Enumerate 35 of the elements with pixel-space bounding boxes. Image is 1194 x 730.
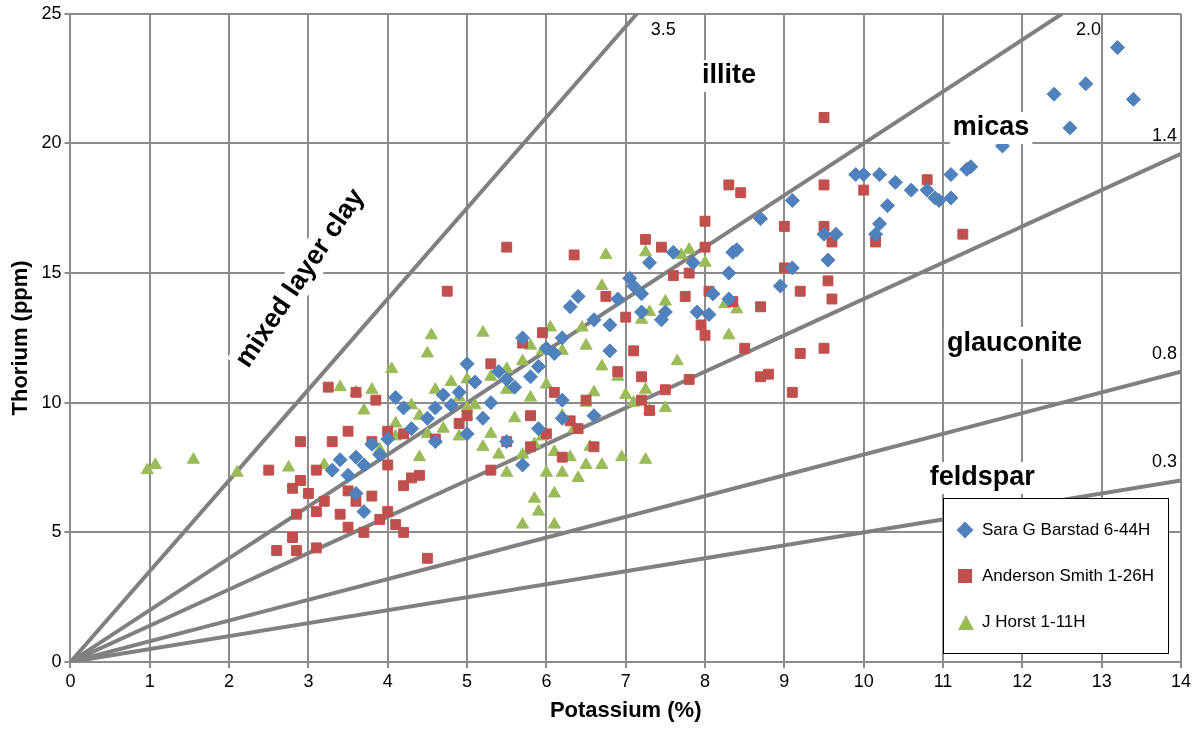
x-tick-label: 10 [853, 670, 874, 691]
series-label: 0.3 [1151, 451, 1177, 472]
x-tick-label: 8 [700, 670, 711, 691]
y-tick-label: 15 [41, 262, 62, 283]
y-axis-title: Thorium (ppm) [7, 260, 33, 416]
legend-label: J Horst 1-11H [981, 612, 1086, 632]
series-label: 0.8 [1151, 342, 1177, 363]
x-tick-label: 11 [933, 670, 953, 691]
x-tick-label: 12 [1012, 670, 1033, 691]
legend-label: Sara G Barstad 6-44H [981, 520, 1151, 540]
series-label: 3.5 [650, 18, 676, 39]
x-tick-label: 5 [462, 670, 473, 691]
x-tick-label: 1 [144, 670, 155, 691]
x-tick-label: 7 [620, 670, 631, 691]
x-tick-label: 6 [541, 670, 552, 691]
annotation: micas [952, 111, 1030, 142]
series-label: 2.0 [1076, 18, 1102, 39]
y-tick-label: 0 [51, 650, 62, 671]
y-tick-label: 25 [41, 2, 62, 23]
legend-label: Anderson Smith 1-26H [981, 566, 1154, 586]
x-axis-title: Potassium (%) [549, 696, 702, 722]
annotation: glauconite [946, 326, 1082, 357]
x-tick-label: 13 [1091, 670, 1112, 691]
y-tick-label: 20 [41, 132, 62, 153]
annotation: illite [701, 59, 756, 90]
x-tick-label: 9 [779, 670, 790, 691]
x-tick-label: 3 [303, 670, 314, 691]
x-tick-label: 0 [65, 670, 76, 691]
x-tick-label: 4 [382, 670, 393, 691]
y-tick-label: 5 [51, 521, 62, 542]
x-tick-label: 14 [1170, 670, 1191, 691]
x-tick-label: 2 [224, 670, 235, 691]
y-tick-label: 10 [41, 391, 62, 412]
annotation: feldspar [929, 461, 1036, 492]
series-label: 1.4 [1151, 124, 1177, 145]
